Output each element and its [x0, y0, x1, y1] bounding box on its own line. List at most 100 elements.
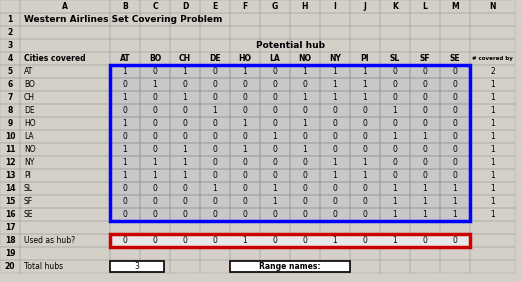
Bar: [170, 221, 200, 234]
Bar: [320, 65, 350, 78]
Bar: [110, 208, 140, 221]
Text: 3: 3: [134, 262, 140, 271]
Bar: [230, 156, 260, 169]
Bar: [380, 65, 410, 78]
Text: 0: 0: [182, 197, 188, 206]
Text: 5: 5: [7, 67, 13, 76]
Bar: [200, 78, 230, 91]
Bar: [320, 221, 350, 234]
Bar: [110, 117, 140, 130]
Bar: [440, 208, 470, 221]
Bar: [260, 130, 290, 143]
Bar: [470, 234, 515, 247]
Bar: [0, 169, 20, 182]
Bar: [140, 195, 170, 208]
Bar: [320, 104, 350, 117]
Bar: [350, 91, 380, 104]
Bar: [470, 247, 515, 260]
Text: 7: 7: [7, 93, 13, 102]
Text: 0: 0: [423, 158, 427, 167]
Bar: [470, 13, 515, 26]
Text: 1: 1: [303, 67, 307, 76]
Bar: [20, 104, 110, 117]
Bar: [380, 91, 410, 104]
Text: 0: 0: [453, 119, 457, 128]
Text: 1: 1: [122, 93, 127, 102]
Text: 0: 0: [153, 93, 157, 102]
Bar: [260, 26, 290, 39]
Text: 0: 0: [423, 171, 427, 180]
Bar: [350, 234, 380, 247]
Bar: [170, 208, 200, 221]
Text: 0: 0: [453, 171, 457, 180]
Text: 0: 0: [213, 158, 217, 167]
Bar: [110, 182, 140, 195]
Text: NY: NY: [24, 158, 34, 167]
Bar: [440, 143, 470, 156]
Bar: [470, 260, 515, 273]
Bar: [350, 13, 380, 26]
Text: 0: 0: [423, 93, 427, 102]
Bar: [290, 247, 320, 260]
Bar: [410, 91, 440, 104]
Bar: [170, 78, 200, 91]
Bar: [290, 208, 320, 221]
Text: 1: 1: [490, 119, 495, 128]
Text: 0: 0: [122, 184, 128, 193]
Bar: [470, 0, 515, 13]
Text: 1: 1: [122, 145, 127, 154]
Text: J: J: [364, 2, 366, 11]
Bar: [170, 143, 200, 156]
Text: A: A: [62, 2, 68, 11]
Bar: [260, 91, 290, 104]
Bar: [290, 117, 320, 130]
Bar: [110, 234, 140, 247]
Bar: [410, 195, 440, 208]
Bar: [230, 182, 260, 195]
Bar: [320, 156, 350, 169]
Text: 0: 0: [453, 106, 457, 115]
Bar: [440, 182, 470, 195]
Bar: [410, 247, 440, 260]
Bar: [440, 156, 470, 169]
Bar: [200, 208, 230, 221]
Bar: [410, 143, 440, 156]
Bar: [0, 208, 20, 221]
Bar: [410, 39, 440, 52]
Text: 1: 1: [393, 132, 398, 141]
Text: 1: 1: [332, 158, 338, 167]
Bar: [170, 156, 200, 169]
Text: 1: 1: [243, 236, 247, 245]
Bar: [110, 169, 140, 182]
Text: 18: 18: [5, 236, 15, 245]
Bar: [440, 0, 470, 13]
Text: 1: 1: [490, 132, 495, 141]
Bar: [200, 182, 230, 195]
Bar: [440, 117, 470, 130]
Bar: [140, 260, 170, 273]
Bar: [110, 143, 140, 156]
Bar: [230, 104, 260, 117]
Text: 0: 0: [453, 93, 457, 102]
Bar: [380, 169, 410, 182]
Text: 0: 0: [392, 158, 398, 167]
Bar: [140, 117, 170, 130]
Text: 1: 1: [153, 171, 157, 180]
Bar: [350, 26, 380, 39]
Bar: [350, 65, 380, 78]
Bar: [350, 156, 380, 169]
Bar: [350, 117, 380, 130]
Bar: [290, 26, 320, 39]
Text: I: I: [333, 2, 337, 11]
Text: 1: 1: [183, 171, 188, 180]
Text: 0: 0: [122, 197, 128, 206]
Bar: [230, 91, 260, 104]
Bar: [350, 78, 380, 91]
Text: 0: 0: [363, 197, 367, 206]
Text: 0: 0: [303, 80, 307, 89]
Bar: [350, 52, 380, 65]
Bar: [20, 78, 110, 91]
Text: DE: DE: [24, 106, 34, 115]
Text: AT: AT: [24, 67, 33, 76]
Text: SL: SL: [24, 184, 33, 193]
